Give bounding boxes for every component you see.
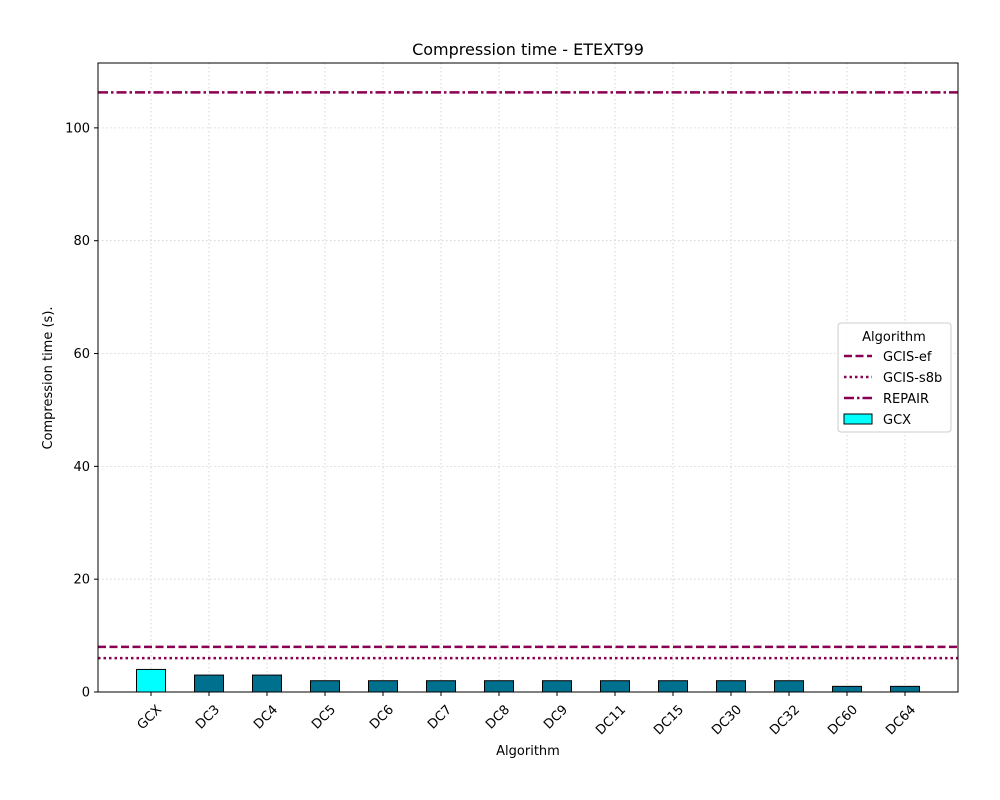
legend-label-repair: REPAIR <box>883 392 929 407</box>
legend-label-gcis-ef: GCIS-ef <box>883 350 932 365</box>
chart-title: Compression time - ETEXT99 <box>412 40 644 59</box>
bar-dc8 <box>484 680 514 693</box>
y-tick-label: 80 <box>73 234 90 249</box>
bar-dc7 <box>426 680 456 693</box>
bar-dc4 <box>252 674 282 693</box>
y-tick-label: 0 <box>82 686 90 701</box>
bar-dc3 <box>194 674 224 693</box>
bar-dc11 <box>600 680 630 693</box>
bar-gcx <box>136 668 166 693</box>
legend-title: Algorithm <box>862 330 926 345</box>
bar-dc6 <box>368 680 398 693</box>
y-axis-label: Compression time (s). <box>41 306 56 449</box>
legend-label-gcx: GCX <box>883 413 911 428</box>
y-tick-label: 40 <box>73 460 90 475</box>
reference-lines <box>98 91 958 660</box>
legend-swatch-gcx <box>843 413 873 425</box>
grid <box>98 63 958 693</box>
y-tick-label: 20 <box>73 573 90 588</box>
legend: Algorithm GCIS-ef GCIS-s8b REPAIR GCX <box>837 322 952 433</box>
bar-dc30 <box>716 680 746 693</box>
plot-frame <box>97 62 959 693</box>
y-axis: 0 20 40 60 80 100 <box>65 121 98 701</box>
bar-dc9 <box>542 680 572 693</box>
y-tick-label: 100 <box>65 121 90 136</box>
bars <box>136 668 920 693</box>
bar-dc5 <box>310 680 340 693</box>
bar-dc15 <box>658 680 688 693</box>
bar-dc64 <box>890 685 920 693</box>
bar-dc60 <box>832 685 862 693</box>
legend-box <box>837 322 952 433</box>
y-tick-label: 60 <box>73 347 90 362</box>
bar-dc32 <box>774 680 804 693</box>
x-axis-label: Algorithm <box>496 744 560 759</box>
legend-label-gcis-s8b: GCIS-s8b <box>883 371 942 386</box>
